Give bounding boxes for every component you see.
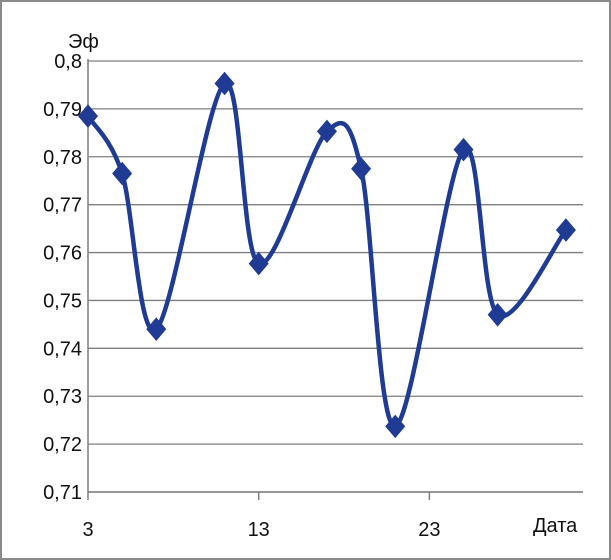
- data-point-marker: [77, 104, 99, 128]
- data-point-marker: [316, 119, 337, 144]
- gridlines: [88, 60, 583, 493]
- y-tick-label: 0,72: [43, 434, 82, 456]
- data-point-marker: [146, 317, 167, 341]
- y-tick-label: 0,77: [43, 195, 82, 217]
- x-axis-title: Дата: [533, 515, 578, 537]
- x-tick-labels: 3 13 23: [82, 519, 440, 541]
- data-point-marker: [214, 71, 235, 96]
- x-tick-label: 13: [248, 519, 270, 541]
- y-tick-label: 0,79: [43, 99, 82, 121]
- y-tick-label: 0,74: [43, 338, 82, 360]
- x-tick-label: 3: [82, 519, 93, 541]
- data-point-marker: [385, 414, 406, 439]
- y-tick-label: 0,78: [43, 147, 82, 169]
- data-point-marker: [351, 156, 372, 181]
- data-point-marker: [112, 161, 133, 186]
- data-point-marker: [555, 218, 576, 242]
- data-point-marker: [453, 137, 474, 162]
- axes: [87, 59, 583, 500]
- y-axis-title: Эф: [68, 31, 99, 53]
- y-tick-label: 0,71: [43, 482, 82, 504]
- y-tick-label: 0,76: [43, 243, 82, 265]
- y-tick-labels: 0,71 0,72 0,73 0,74 0,75 0,76 0,77 0,78 0,79 0,8: [43, 51, 82, 504]
- data-point-marker: [248, 251, 269, 276]
- y-tick-label: 0,8: [54, 51, 82, 73]
- y-tick-label: 0,73: [43, 386, 82, 408]
- data-point-marker: [487, 303, 508, 327]
- x-tick-label: 23: [418, 519, 440, 541]
- y-tick-label: 0,75: [43, 290, 82, 312]
- series-group: [77, 71, 576, 439]
